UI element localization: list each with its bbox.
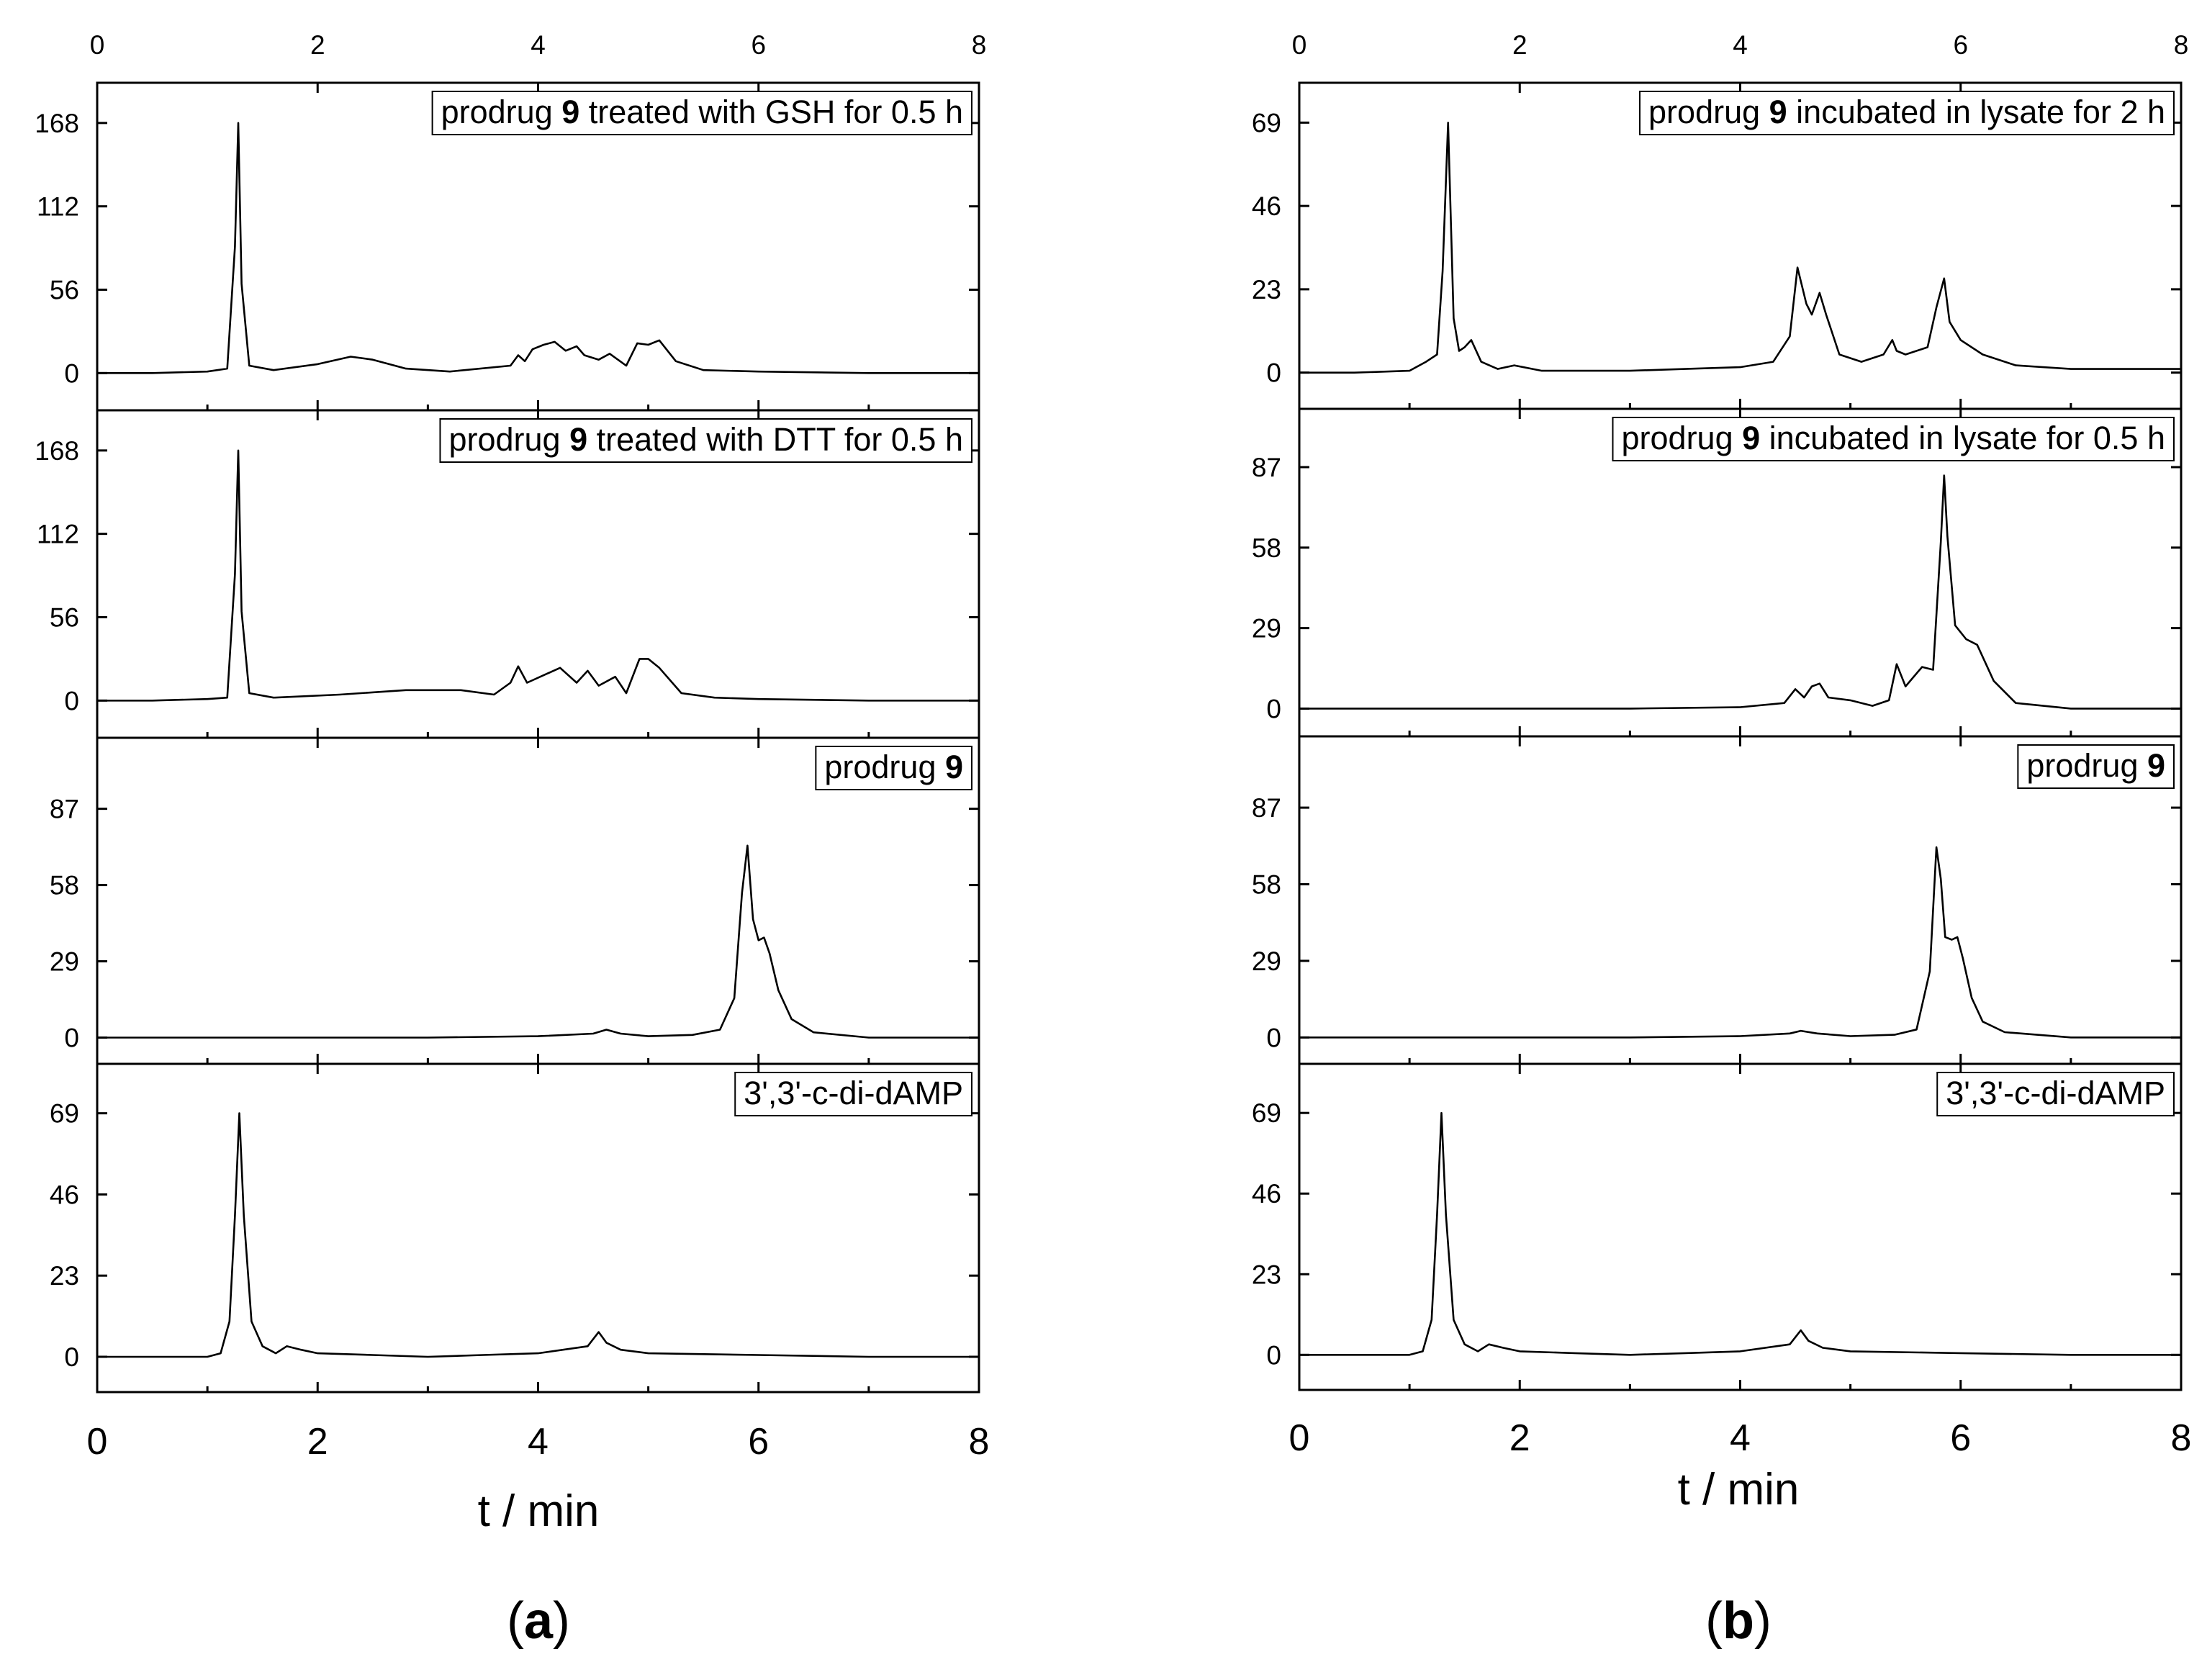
trace-label-box <box>2017 744 2175 789</box>
chromatogram-panel: 0 23 46 69 3',3'-c-di-dAMP <box>1252 1062 2183 1391</box>
trace-label: 3',3'-c-di-dAMP <box>744 1075 963 1111</box>
trace-label: prodrug 9 treated with GSH for 0.5 h <box>441 94 963 130</box>
x-tick-label-bottom: 4 <box>1730 1417 1751 1459</box>
chromatogram-panel: 0 23 46 69 prodrug 9 incubated in lysate for… <box>1252 81 2183 410</box>
chromatogram-panel: 0 56 112 168 prodrug 9 treated with GSH for … <box>35 81 980 412</box>
trace-label-box <box>734 1072 972 1116</box>
y-tick-label: 69 <box>1252 108 1281 137</box>
chromatogram-trace <box>1299 474 2181 710</box>
x-tick-label-top: 2 <box>310 30 325 60</box>
chromatogram-trace <box>1299 122 2181 374</box>
y-tick-label: 69 <box>1252 1098 1281 1128</box>
x-tick-label-bottom: 6 <box>1950 1417 1971 1459</box>
y-tick-label: 168 <box>35 436 79 466</box>
trace-label-box <box>815 746 972 790</box>
y-tick-label: 29 <box>50 947 79 977</box>
chromatogram-trace <box>97 1112 979 1358</box>
y-tick-label: 0 <box>64 1023 79 1052</box>
chromatogram-trace <box>97 449 979 702</box>
y-tick-label: 0 <box>1266 358 1281 388</box>
x-tick-label-bottom: 4 <box>528 1421 549 1463</box>
y-tick-label: 56 <box>50 602 79 632</box>
x-tick-label-top: 6 <box>1953 30 1968 60</box>
y-tick-label: 58 <box>50 871 79 900</box>
trace-label: 3',3'-c-di-dAMP <box>1946 1075 2165 1111</box>
y-tick-label: 0 <box>64 1342 79 1372</box>
y-tick-label: 23 <box>50 1261 79 1291</box>
chromatogram-panel: 0 29 58 87 prodrug 9 <box>1252 735 2183 1065</box>
y-tick-label: 46 <box>50 1180 79 1209</box>
chromatogram-panel: 0 29 58 87 prodrug 9 <box>50 736 980 1065</box>
chromatogram-panel: 0 29 58 87 prodrug 9 incubated in lysate for… <box>1252 407 2183 738</box>
y-tick-label: 168 <box>35 109 79 138</box>
y-tick-label: 58 <box>1252 870 1281 899</box>
trace-label-box <box>1612 417 2175 461</box>
x-tick-label-top: 4 <box>1733 30 1748 60</box>
chromatogram-trace <box>97 844 979 1039</box>
column-a: 0 56 112 168 prodrug 9 treated with GSH for … <box>35 30 989 1463</box>
y-tick-label: 0 <box>1266 1340 1281 1370</box>
y-tick-label: 56 <box>50 275 79 304</box>
y-tick-label: 87 <box>1252 793 1281 823</box>
panel-letter-b: (b) <box>1705 1592 1772 1650</box>
chromatogram-trace <box>1299 1111 2181 1356</box>
y-tick-label: 58 <box>1252 533 1281 563</box>
y-tick-label: 0 <box>1266 1023 1281 1052</box>
y-tick-label: 29 <box>1252 614 1281 643</box>
trace-label: prodrug 9 <box>2026 747 2165 784</box>
x-tick-label-bottom: 0 <box>1289 1417 1310 1459</box>
y-tick-label: 69 <box>50 1099 79 1129</box>
trace-label: prodrug 9 incubated in lysate for 2 h <box>1648 94 2165 130</box>
x-tick-label-bottom: 0 <box>87 1421 108 1463</box>
x-axis-title-b: t / min <box>1678 1465 1800 1514</box>
y-tick-label: 0 <box>1266 694 1281 723</box>
y-tick-label: 87 <box>1252 453 1281 482</box>
y-tick-label: 112 <box>37 520 79 549</box>
x-tick-label-top: 8 <box>2174 30 2189 60</box>
trace-label-box <box>1936 1072 2175 1116</box>
x-tick-label-top: 4 <box>531 30 546 60</box>
x-tick-label-bottom: 2 <box>307 1421 328 1463</box>
x-tick-label-top: 2 <box>1512 30 1527 60</box>
y-tick-label: 23 <box>1252 1260 1281 1289</box>
x-tick-label-top: 0 <box>1292 30 1307 60</box>
y-tick-label: 112 <box>37 192 79 222</box>
trace-label-box <box>439 418 972 463</box>
panel-letter-a: (a) <box>507 1592 570 1650</box>
trace-label: prodrug 9 treated with DTT for 0.5 h <box>448 421 963 458</box>
y-tick-label: 23 <box>1252 275 1281 304</box>
chromatogram-panel: 0 56 112 168 prodrug 9 treated with DTT for … <box>35 409 980 739</box>
x-tick-label-bottom: 2 <box>1509 1417 1530 1459</box>
x-tick-label-bottom: 8 <box>969 1421 990 1463</box>
trace-label-box <box>1639 91 2175 135</box>
trace-label: prodrug 9 incubated in lysate for 0.5 h <box>1622 420 2166 456</box>
y-tick-label: 87 <box>50 795 79 824</box>
y-tick-label: 46 <box>1252 191 1281 221</box>
y-tick-label: 0 <box>64 686 79 715</box>
x-tick-label-top: 8 <box>972 30 987 60</box>
y-tick-label: 0 <box>64 358 79 388</box>
x-tick-label-bottom: 6 <box>748 1421 769 1463</box>
chromatogram-panel: 0 23 46 69 3',3'-c-di-dAMP <box>50 1062 980 1394</box>
x-tick-label-top: 6 <box>751 30 766 60</box>
y-tick-label: 46 <box>1252 1179 1281 1209</box>
trace-label: prodrug 9 <box>824 749 963 785</box>
x-tick-label-top: 0 <box>90 30 105 60</box>
trace-label-box <box>431 91 972 135</box>
chromatogram-trace <box>97 122 979 374</box>
x-tick-label-bottom: 8 <box>2171 1417 2192 1459</box>
y-tick-label: 29 <box>1252 947 1281 976</box>
chromatogram-trace <box>1299 846 2181 1039</box>
x-axis-title-a: t / min <box>478 1486 600 1536</box>
